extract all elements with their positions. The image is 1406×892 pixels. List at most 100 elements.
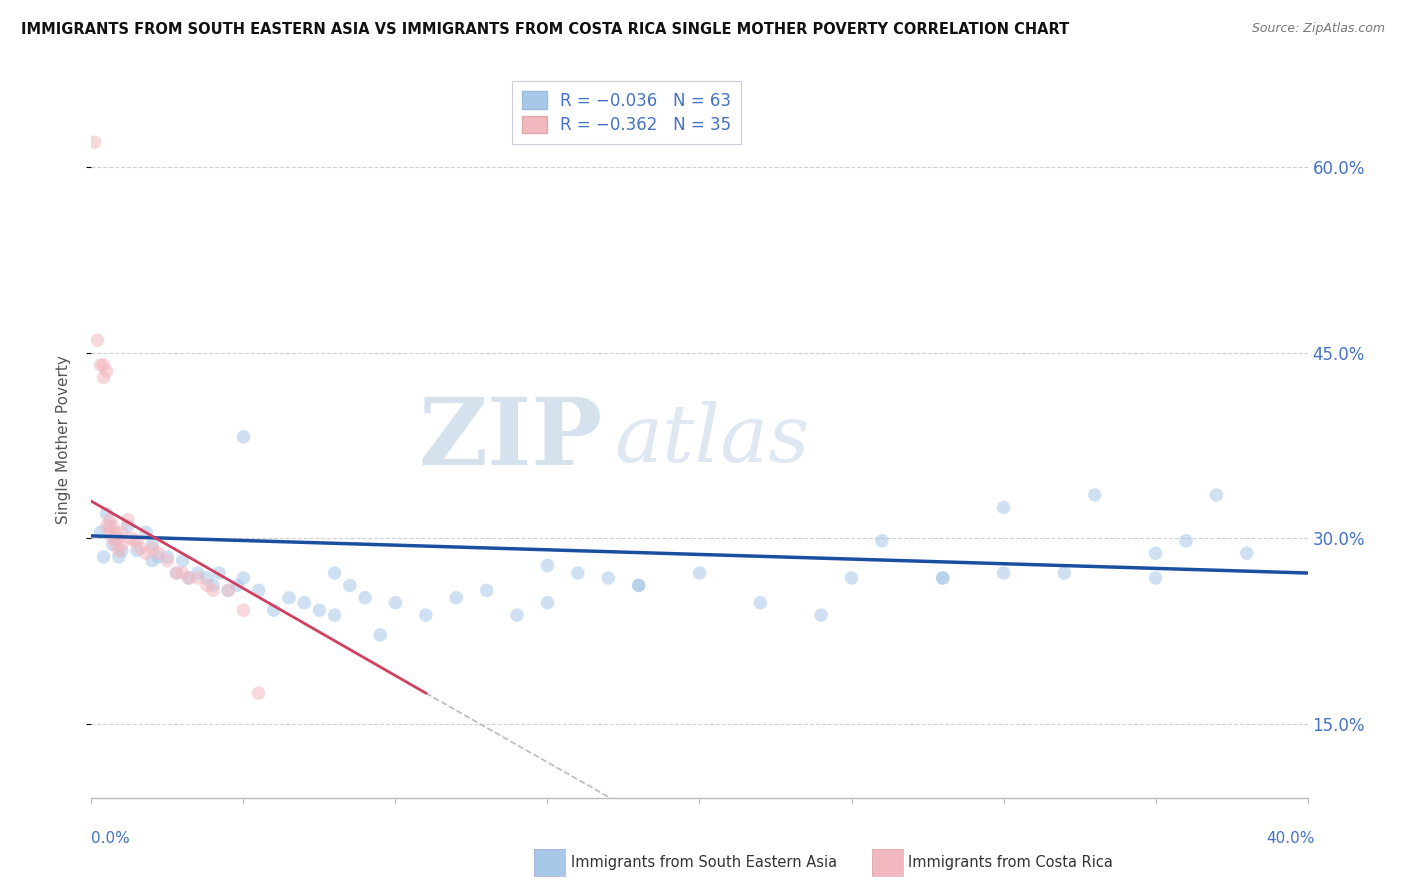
Point	[598, 571, 620, 585]
Point	[98, 513, 121, 527]
Point	[156, 549, 179, 564]
Point	[993, 500, 1015, 515]
Point	[177, 571, 200, 585]
Text: atlas: atlas	[614, 401, 810, 478]
Point	[1174, 533, 1197, 548]
Point	[323, 608, 346, 623]
Point	[111, 525, 134, 540]
Point	[688, 566, 710, 580]
Point	[107, 532, 129, 546]
Point	[202, 583, 225, 598]
Point	[444, 591, 467, 605]
Point	[1144, 546, 1167, 560]
Point	[96, 364, 118, 378]
Point	[93, 370, 115, 384]
Point	[202, 578, 225, 592]
Point	[263, 603, 285, 617]
Point	[117, 519, 139, 533]
Point	[247, 686, 270, 700]
Point	[177, 571, 200, 585]
Point	[1205, 488, 1227, 502]
Point	[567, 566, 589, 580]
Point	[166, 566, 188, 580]
Point	[232, 430, 254, 444]
Point	[141, 537, 163, 551]
Point	[323, 566, 346, 580]
Point	[117, 513, 139, 527]
Point	[107, 543, 129, 558]
Point	[506, 608, 529, 623]
Point	[870, 533, 893, 548]
Point	[536, 596, 558, 610]
Point	[208, 566, 231, 580]
Point	[141, 554, 163, 568]
Y-axis label: Single Mother Poverty: Single Mother Poverty	[56, 355, 70, 524]
Point	[217, 583, 239, 598]
Point	[111, 543, 134, 558]
Point	[931, 571, 953, 585]
Point	[101, 532, 124, 546]
Point	[308, 603, 330, 617]
Point	[195, 571, 218, 585]
Text: 40.0%: 40.0%	[1267, 831, 1315, 846]
Point	[749, 596, 772, 610]
Text: IMMIGRANTS FROM SOUTH EASTERN ASIA VS IMMIGRANTS FROM COSTA RICA SINGLE MOTHER P: IMMIGRANTS FROM SOUTH EASTERN ASIA VS IM…	[21, 22, 1070, 37]
Legend: R = −0.036   N = 63, R = −0.362   N = 35: R = −0.036 N = 63, R = −0.362 N = 35	[512, 81, 741, 145]
Point	[415, 608, 437, 623]
Point	[122, 533, 145, 548]
Point	[627, 578, 650, 592]
Point	[135, 546, 157, 560]
Point	[368, 628, 391, 642]
Point	[278, 591, 301, 605]
Point	[96, 507, 118, 521]
Text: 0.0%: 0.0%	[91, 831, 131, 846]
Point	[104, 537, 127, 551]
Point	[354, 591, 377, 605]
Point	[1053, 566, 1076, 580]
Point	[384, 596, 406, 610]
Point	[135, 525, 157, 540]
Point	[627, 578, 650, 592]
Point	[217, 583, 239, 598]
Point	[148, 549, 170, 564]
Point	[93, 549, 115, 564]
Point	[101, 519, 124, 533]
Point	[93, 358, 115, 372]
Point	[125, 543, 148, 558]
Point	[111, 537, 134, 551]
Point	[166, 566, 188, 580]
Point	[83, 135, 105, 149]
Point	[993, 566, 1015, 580]
Point	[475, 583, 498, 598]
Point	[89, 358, 111, 372]
Point	[129, 541, 152, 556]
Point	[125, 533, 148, 548]
Point	[1084, 488, 1107, 502]
Point	[1236, 546, 1258, 560]
Point	[148, 546, 170, 560]
Point	[156, 554, 179, 568]
Text: Immigrants from South Eastern Asia: Immigrants from South Eastern Asia	[571, 855, 837, 870]
Point	[172, 566, 194, 580]
Point	[120, 532, 142, 546]
Point	[141, 541, 163, 556]
Point	[86, 333, 108, 347]
Point	[98, 525, 121, 540]
Text: ZIP: ZIP	[418, 394, 602, 484]
Point	[931, 571, 953, 585]
Point	[187, 571, 209, 585]
Point	[172, 554, 194, 568]
Point	[226, 578, 249, 592]
Point	[101, 537, 124, 551]
Point	[195, 578, 218, 592]
Point	[536, 558, 558, 573]
Point	[247, 583, 270, 598]
Point	[96, 519, 118, 533]
Point	[98, 519, 121, 533]
Text: Source: ZipAtlas.com: Source: ZipAtlas.com	[1251, 22, 1385, 36]
Point	[841, 571, 863, 585]
Point	[104, 532, 127, 546]
Point	[292, 596, 315, 610]
Point	[810, 608, 832, 623]
Point	[339, 578, 361, 592]
